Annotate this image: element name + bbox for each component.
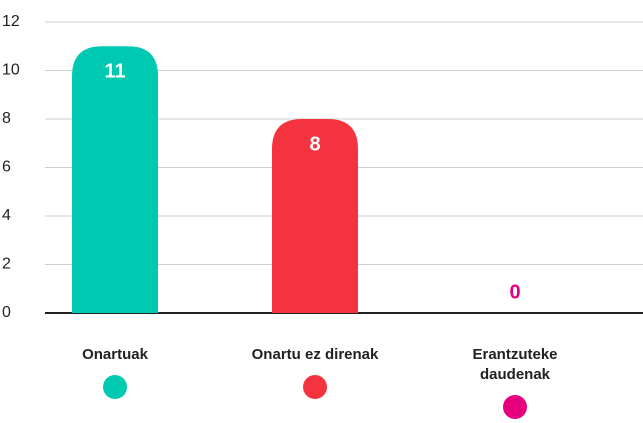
x-tick-label: Erantzuteke daudenak bbox=[472, 346, 558, 383]
y-tick-label: 12 bbox=[2, 13, 20, 30]
y-tick-label: 8 bbox=[2, 110, 11, 127]
y-tick-label: 0 bbox=[2, 304, 11, 321]
bar bbox=[72, 46, 158, 313]
x-tick-label: Onartuak bbox=[82, 346, 148, 363]
x-tick-label: Onartu ez direnak bbox=[251, 346, 379, 363]
bar bbox=[272, 119, 358, 313]
data-label: 8 bbox=[309, 133, 320, 155]
legend-dot bbox=[103, 375, 127, 399]
legend-dot bbox=[303, 375, 327, 399]
y-tick-label: 10 bbox=[2, 62, 20, 79]
data-label: 11 bbox=[104, 61, 125, 83]
legend-dot bbox=[503, 395, 527, 419]
y-tick-label: 6 bbox=[2, 159, 11, 176]
y-tick-label: 4 bbox=[2, 207, 11, 224]
y-tick-label: 2 bbox=[2, 256, 11, 273]
data-label: 0 bbox=[509, 281, 520, 303]
